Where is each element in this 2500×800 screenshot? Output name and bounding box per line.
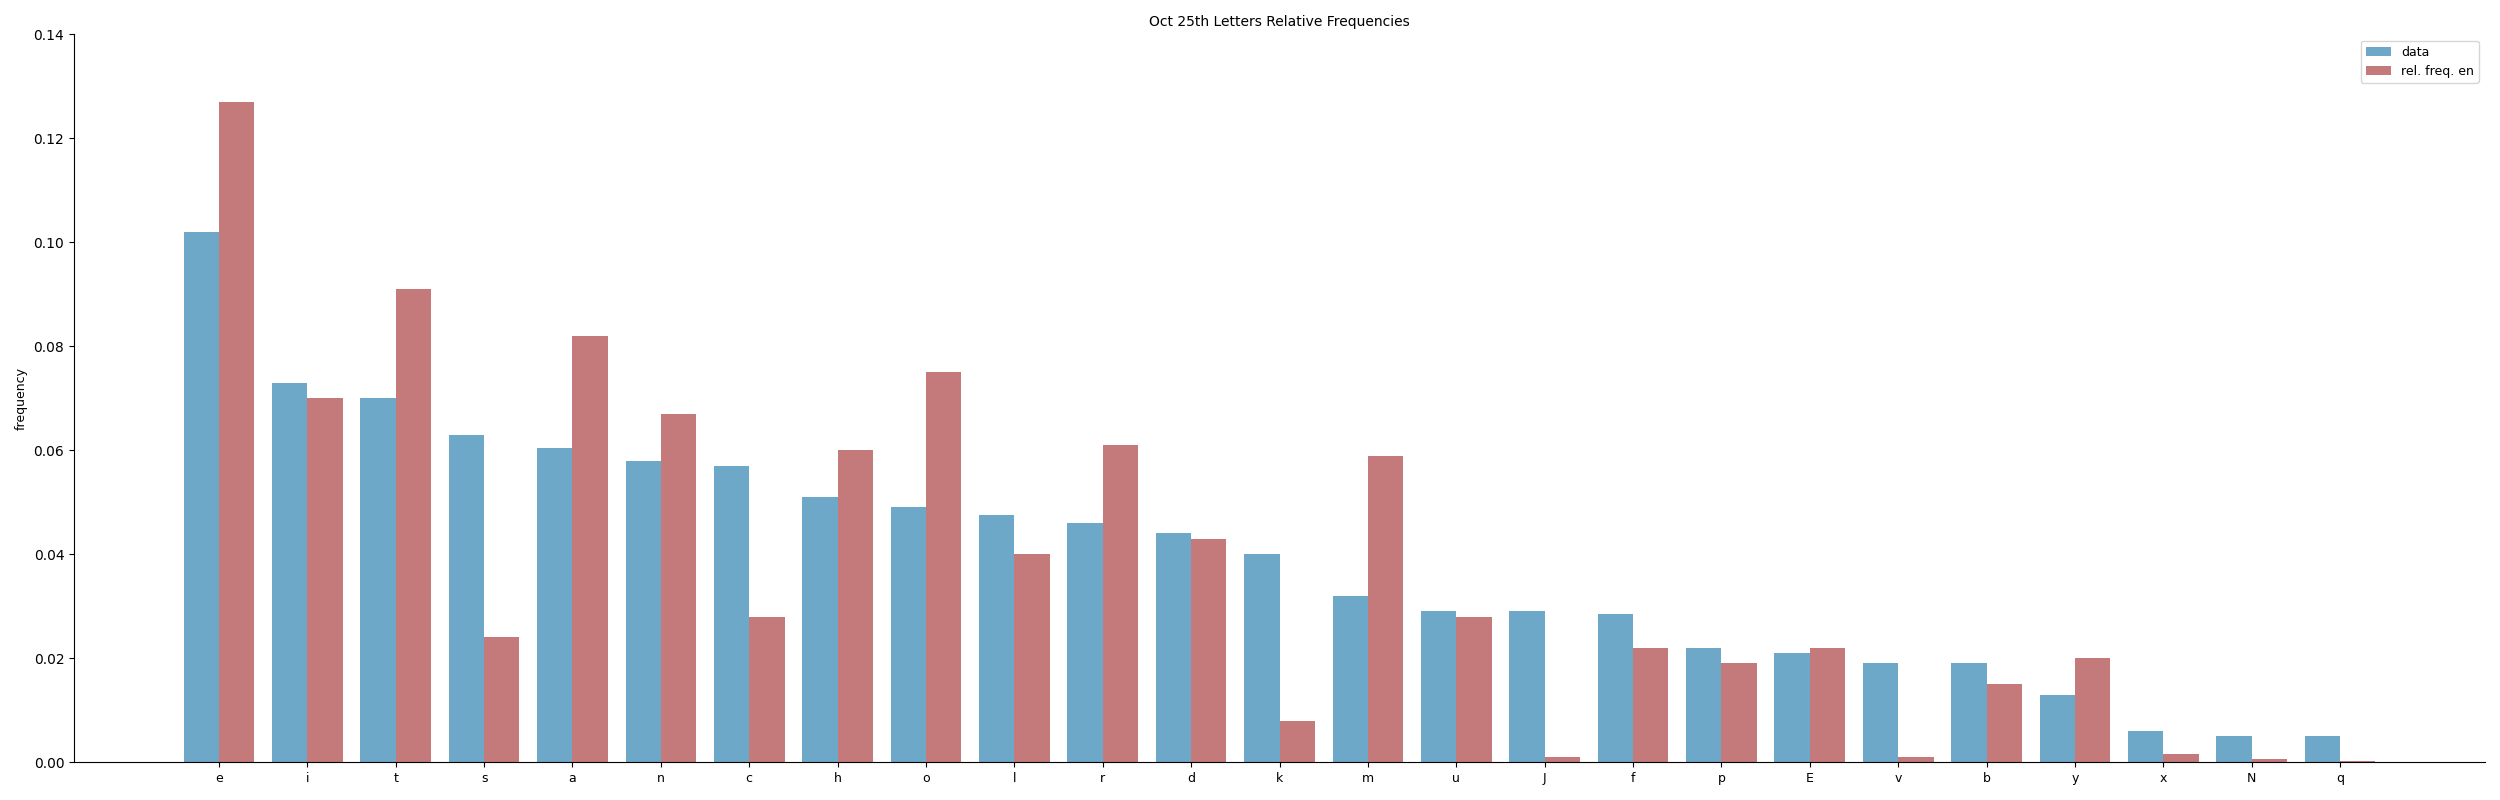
Bar (1545, 757, 1580, 762)
Bar (1862, 663, 1898, 762)
Bar (625, 461, 660, 762)
Bar (1810, 648, 1845, 762)
Bar (1068, 523, 1102, 762)
Bar (838, 450, 872, 762)
Bar (572, 336, 608, 762)
Bar (1190, 538, 1228, 762)
Bar (182, 232, 220, 762)
Bar (485, 638, 520, 762)
Bar (2252, 758, 2288, 762)
Bar (360, 398, 395, 762)
Bar (2162, 754, 2198, 762)
Bar (802, 497, 838, 762)
Title: Oct 25th Letters Relative Frequencies: Oct 25th Letters Relative Frequencies (1150, 15, 1410, 29)
Bar (2305, 736, 2340, 762)
Bar (2040, 694, 2075, 762)
Bar (538, 448, 572, 762)
Y-axis label: frequency: frequency (15, 367, 28, 430)
Bar (395, 289, 430, 762)
Bar (1510, 611, 1545, 762)
Bar (1280, 721, 1315, 762)
Bar (660, 414, 695, 762)
Bar (925, 372, 962, 762)
Bar (1155, 534, 1190, 762)
Bar (1685, 648, 1722, 762)
Bar (450, 434, 485, 762)
Bar (1632, 648, 1668, 762)
Bar (1775, 653, 1810, 762)
Bar (2218, 736, 2252, 762)
Bar (308, 398, 342, 762)
Bar (2128, 731, 2162, 762)
Bar (1368, 455, 1402, 762)
Legend: data, rel. freq. en: data, rel. freq. en (2360, 41, 2480, 83)
Bar (1102, 445, 1138, 762)
Bar (1015, 554, 1050, 762)
Bar (1420, 611, 1457, 762)
Bar (890, 507, 925, 762)
Bar (220, 102, 255, 762)
Bar (272, 382, 308, 762)
Bar (1722, 663, 1757, 762)
Bar (1950, 663, 1988, 762)
Bar (2075, 658, 2110, 762)
Bar (2340, 761, 2375, 762)
Bar (1598, 614, 1632, 762)
Bar (1245, 554, 1280, 762)
Bar (715, 466, 750, 762)
Bar (1458, 617, 1492, 762)
Bar (1898, 757, 1932, 762)
Bar (1332, 596, 1368, 762)
Bar (980, 515, 1015, 762)
Bar (750, 617, 785, 762)
Bar (1988, 684, 2022, 762)
